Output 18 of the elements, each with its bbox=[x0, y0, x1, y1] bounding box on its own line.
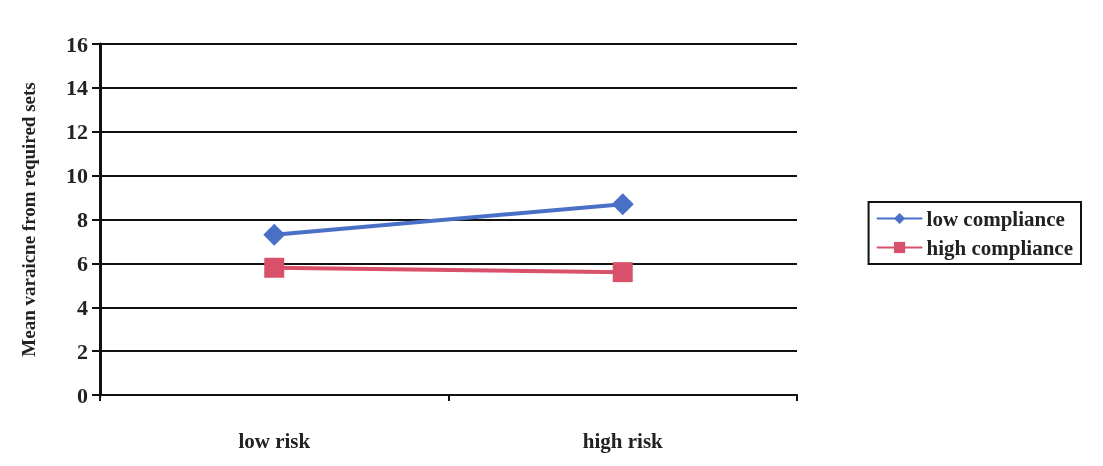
y-tick-label: 16 bbox=[66, 31, 88, 57]
point bbox=[263, 223, 286, 246]
legend-label: high compliance bbox=[926, 235, 1074, 260]
x-tick-label: high risk bbox=[582, 428, 664, 453]
y-tick-label: 0 bbox=[77, 382, 88, 408]
y-axis-title: Mean varaicne from required sets bbox=[18, 82, 39, 357]
y-tick-label: 2 bbox=[77, 338, 88, 364]
point bbox=[611, 193, 634, 216]
y-tick-label: 14 bbox=[66, 75, 88, 101]
y-tick-label: 6 bbox=[77, 250, 88, 276]
point bbox=[264, 257, 285, 278]
y-tick-label: 12 bbox=[66, 119, 88, 145]
legend-label: low compliance bbox=[926, 206, 1065, 231]
y-tick-label: 4 bbox=[77, 294, 88, 320]
point bbox=[612, 262, 633, 283]
y-tick-label: 8 bbox=[77, 207, 88, 232]
y-tick-label: 10 bbox=[66, 163, 88, 189]
x-tick-label: low risk bbox=[238, 428, 311, 453]
